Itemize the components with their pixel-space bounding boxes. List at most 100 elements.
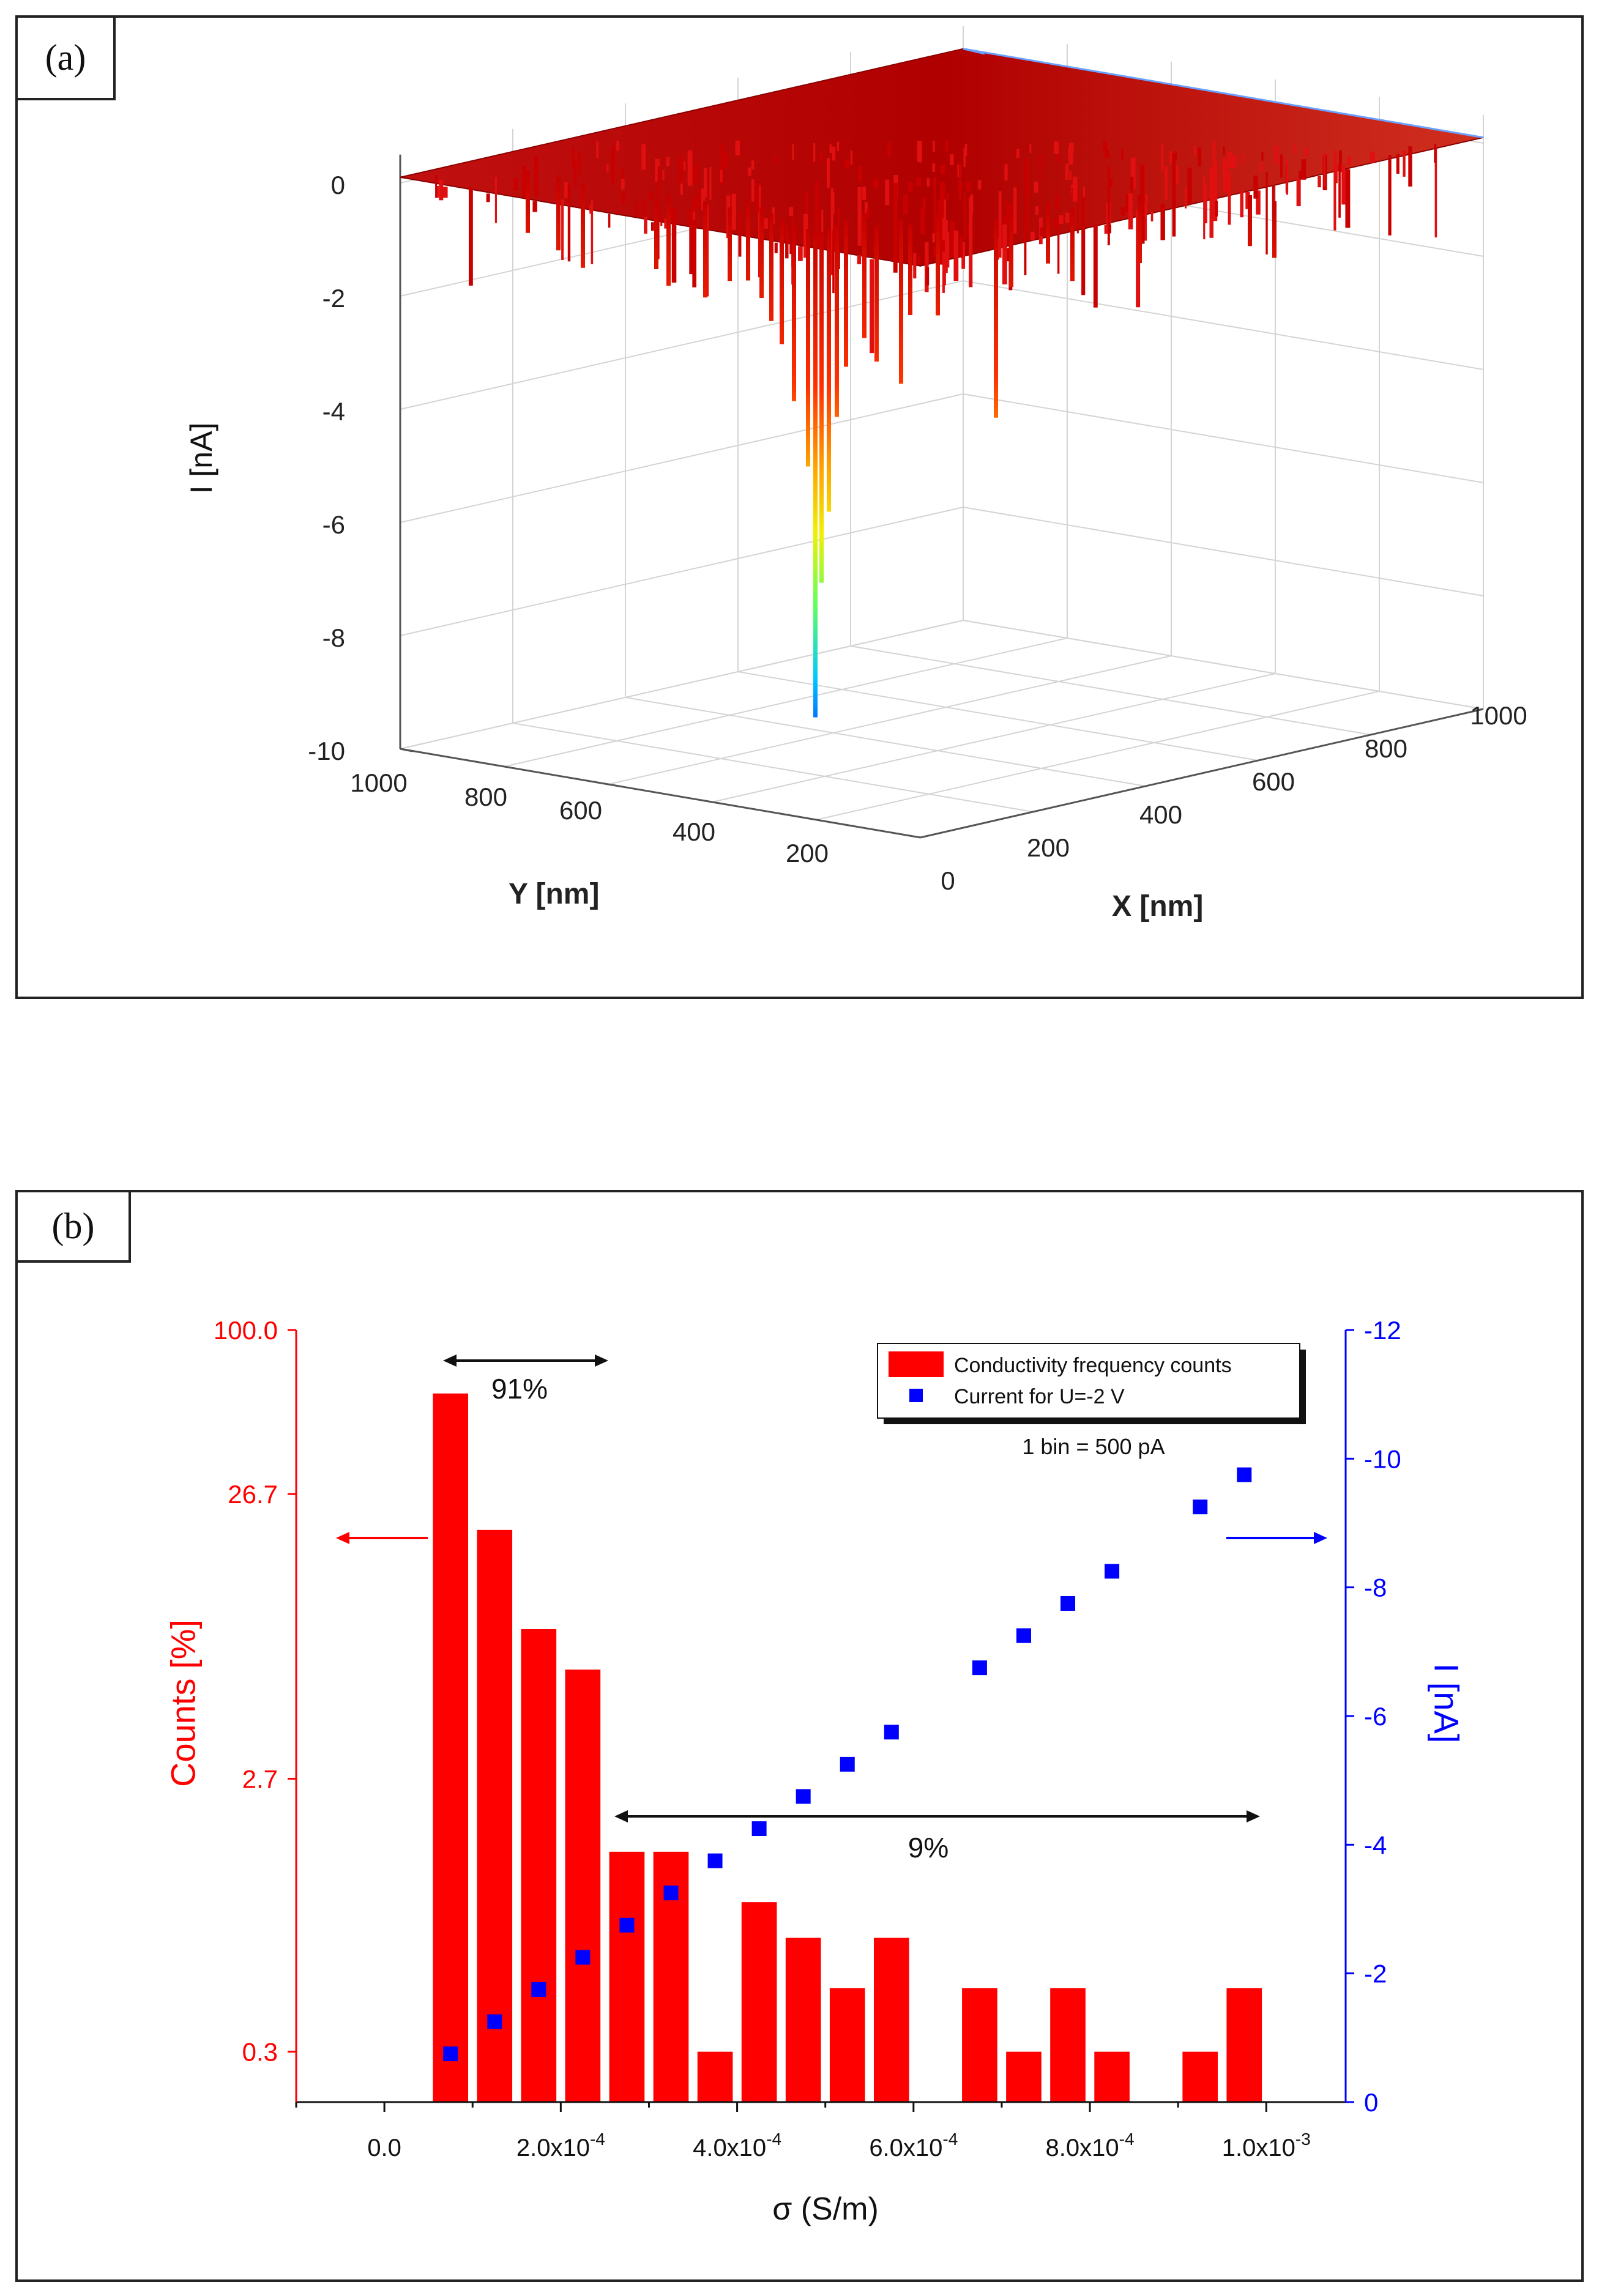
spike: [567, 184, 571, 262]
spike: [1248, 195, 1252, 247]
spike: [747, 167, 751, 176]
spike: [874, 226, 879, 362]
spike: [660, 217, 663, 226]
spike: [1034, 181, 1038, 193]
spike: [564, 182, 568, 199]
spike: [526, 171, 530, 233]
spike: [703, 201, 707, 298]
right-tick-label: -12: [1364, 1316, 1401, 1345]
spike: [1403, 150, 1406, 177]
x-tick-label: 8.0x10-4: [1046, 2130, 1135, 2161]
spike: [1059, 215, 1064, 224]
spike: [1434, 144, 1437, 163]
z-tick-label: -10: [308, 737, 345, 765]
annotation-9: 9%: [908, 1832, 949, 1863]
spike: [1370, 152, 1375, 163]
spike: [844, 160, 850, 169]
right-tick-label: -6: [1364, 1702, 1387, 1731]
spike: [925, 267, 930, 286]
spike: [1253, 175, 1258, 199]
histogram-bar: [609, 1851, 645, 2102]
spike: [1102, 141, 1108, 150]
legend-entry-bars: Conductivity frequency counts: [954, 1354, 1232, 1377]
spike: [1396, 154, 1400, 174]
spike: [621, 179, 625, 190]
spike: [932, 163, 936, 173]
spike: [596, 141, 598, 158]
spike: [616, 141, 619, 151]
z-tick-label: 0: [331, 171, 345, 199]
y-tick-label: 400: [673, 817, 715, 846]
histogram-bar: [477, 1529, 513, 2102]
spike: [1072, 176, 1078, 202]
current-point: [1016, 1628, 1031, 1643]
spike: [939, 181, 945, 265]
spike: [650, 222, 654, 231]
legend-box: [877, 1343, 1300, 1419]
spike: [1030, 231, 1035, 240]
spike: [1140, 165, 1145, 244]
spike: [1198, 147, 1202, 167]
spike: [1083, 187, 1086, 204]
spike: [959, 163, 961, 201]
spike: [1065, 212, 1070, 223]
y-tick-label: 1000: [350, 768, 407, 797]
x-axis-label: X [nm]: [1112, 890, 1204, 923]
spike: [1333, 150, 1336, 231]
x-axis-label: σ (S/m): [772, 2191, 879, 2227]
spike: [735, 140, 740, 155]
spike: [728, 207, 732, 281]
spike: [820, 154, 823, 162]
spike: [606, 163, 609, 173]
spike: [435, 175, 438, 198]
annotation-91: 91%: [491, 1373, 548, 1405]
spike: [837, 141, 840, 151]
z-tick-label: -2: [322, 284, 345, 313]
spike: [870, 259, 874, 354]
spike: [1002, 224, 1007, 284]
spike: [654, 201, 658, 269]
spike: [764, 218, 768, 229]
spike: [755, 184, 759, 212]
spike: [1054, 195, 1059, 210]
bin-note: 1 bin = 500 pA: [1022, 1434, 1165, 1459]
spike: [1222, 157, 1226, 170]
x-tick-label: 2.0x10-4: [516, 2130, 605, 2161]
spike: [798, 246, 803, 261]
current-point: [531, 1982, 546, 1997]
spike: [862, 214, 867, 338]
spike: [1053, 218, 1059, 229]
spike: [813, 143, 816, 162]
spike: [513, 177, 518, 191]
spike: [826, 157, 830, 188]
spike: [932, 233, 936, 243]
spike: [813, 231, 818, 718]
spike: [885, 179, 890, 206]
spike: [759, 207, 764, 298]
spike: [862, 186, 867, 200]
spike: [469, 187, 473, 286]
histogram-bar: [829, 1988, 865, 2102]
spike: [789, 242, 793, 254]
spike: [950, 221, 955, 257]
spike: [1006, 204, 1011, 222]
spike: [917, 141, 922, 163]
spike: [918, 255, 920, 264]
spike: [1256, 190, 1261, 215]
spike: [693, 168, 699, 184]
x-tick-label: 800: [1365, 734, 1407, 763]
spike: [1228, 173, 1231, 184]
current-point: [1105, 1564, 1120, 1579]
spike: [1272, 201, 1277, 258]
z-axis-label: I [nA]: [184, 422, 218, 494]
right-tick-label: -2: [1364, 1960, 1387, 1988]
spike: [1069, 143, 1074, 154]
spike: [746, 201, 750, 281]
spike: [1296, 179, 1301, 207]
spike: [1176, 165, 1179, 185]
spike: [1388, 155, 1392, 236]
spike: [806, 229, 810, 467]
spike: [814, 182, 819, 245]
legend-swatch-points: [909, 1389, 923, 1402]
spike: [1006, 248, 1010, 262]
